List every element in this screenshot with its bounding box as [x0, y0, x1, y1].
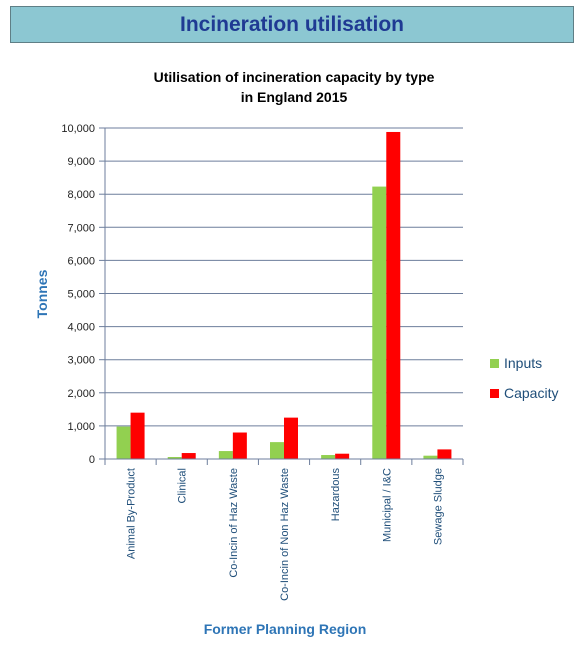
bar-inputs: [372, 186, 387, 459]
bar-inputs: [270, 442, 284, 459]
bar-capacity: [181, 453, 196, 459]
legend-swatch-capacity: [490, 389, 499, 398]
y-tick-label: 2,000: [67, 388, 95, 400]
legend: Inputs Capacity: [490, 355, 558, 401]
chart-title-line-2: in England 2015: [241, 89, 348, 105]
page-title: Incineration utilisation: [179, 12, 405, 36]
gridlines: [99, 127, 463, 460]
bar-inputs: [116, 426, 131, 459]
y-tick-label: 0: [89, 454, 95, 466]
legend-label-capacity: Capacity: [504, 385, 558, 401]
bar-capacity: [335, 453, 350, 459]
x-tick-label: Animal By-Product: [126, 468, 138, 559]
y-tick-label: 4,000: [67, 322, 95, 334]
bar-capacity: [386, 131, 401, 460]
x-tick-label: Municipal / I&C: [381, 468, 393, 542]
y-tick-label: 5,000: [67, 289, 95, 301]
y-tick-label: 6,000: [67, 255, 95, 267]
bar-inputs: [218, 451, 233, 459]
bar-capacity: [284, 417, 298, 459]
x-tick-label: Hazardous: [330, 468, 342, 522]
bar-capacity: [437, 449, 452, 459]
chart-title-line-1: Utilisation of incineration capacity by …: [154, 69, 435, 85]
y-tick-label: 10,000: [61, 123, 95, 135]
y-tick-label: 9,000: [67, 156, 95, 168]
x-tick-labels: Animal By-Product Clinical Co-Incin of Haz…: [126, 468, 445, 601]
bars: [116, 131, 452, 460]
bar-inputs: [423, 455, 438, 459]
y-axis-label: Tonnes: [34, 269, 50, 318]
bar-capacity: [130, 412, 145, 459]
y-tick-label: 1,000: [67, 421, 95, 433]
x-tick-label: Clinical: [177, 468, 189, 503]
y-tick-labels: 0 1,000 2,000 3,000 4,000 5,000 6,000 7,000 8,00…: [61, 123, 95, 466]
x-tick-label: Co-Incin of Non Haz Waste: [279, 468, 291, 601]
legend-swatch-inputs: [490, 359, 499, 368]
bar-capacity: [232, 432, 247, 459]
y-tick-label: 3,000: [67, 355, 95, 367]
y-tick-label: 7,000: [67, 222, 95, 234]
page-banner: Incineration utilisation: [10, 6, 574, 43]
bar-inputs: [167, 457, 182, 459]
legend-label-inputs: Inputs: [504, 355, 542, 371]
y-tick-label: 8,000: [67, 189, 95, 201]
x-tick-label: Sewage Sludge: [432, 468, 444, 545]
x-axis-label: Former Planning Region: [204, 621, 367, 637]
x-tick-label: Co-Incin of Haz Waste: [228, 468, 240, 578]
bar-inputs: [321, 455, 336, 459]
axes: [104, 128, 464, 465]
